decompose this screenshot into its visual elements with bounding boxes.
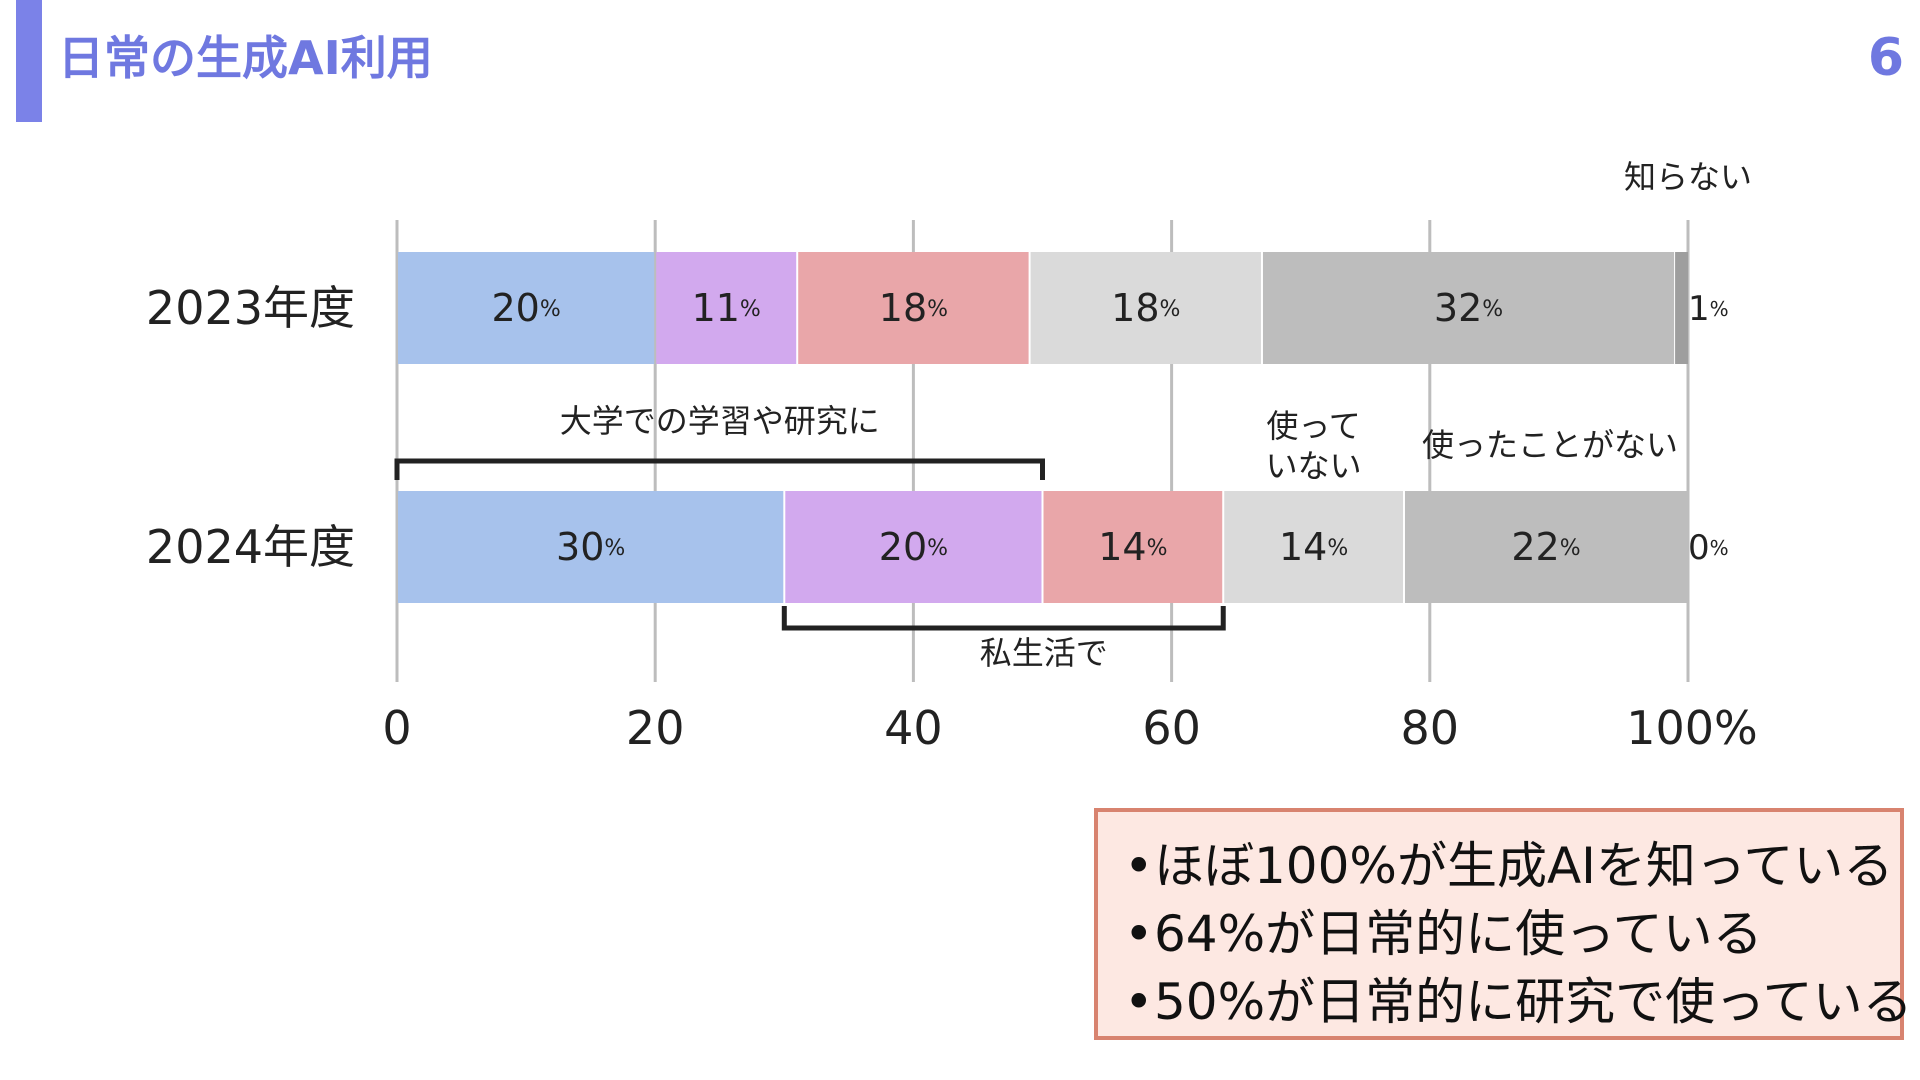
bar-segment	[1262, 252, 1675, 364]
summary-item: •64%が日常的に使っている	[1124, 900, 1900, 968]
annotation-never-used: 使ったことがない	[1422, 426, 1678, 464]
x-tick-label: 100%	[1626, 701, 1758, 755]
slide-title: 日常の生成AI利用	[58, 31, 433, 85]
category-label: 2024年度	[146, 520, 355, 574]
bar-segment	[1043, 491, 1223, 603]
annotation-not-using: いない	[1266, 447, 1362, 485]
bar-segment	[1030, 252, 1261, 364]
x-tick-label: 80	[1401, 701, 1460, 755]
summary-item-text: 50%が日常的に研究で使っている	[1154, 973, 1913, 1031]
bullet-icon: •	[1124, 837, 1154, 895]
bar-segment	[1224, 491, 1403, 603]
x-tick-label: 40	[884, 701, 943, 755]
summary-item: •50%が日常的に研究で使っている	[1124, 968, 1913, 1036]
bar-segment	[785, 491, 1042, 603]
bar-value-label: 14%	[1098, 525, 1167, 569]
bar-segment	[656, 252, 797, 364]
bar-value-label: 20%	[879, 525, 948, 569]
bracket-private	[781, 606, 1226, 631]
bar-value-label: 32%	[1434, 286, 1503, 330]
title-accent-bar	[16, 0, 42, 122]
bracket-label-university: 大学での学習や研究に	[560, 402, 880, 440]
summary-item-text: 64%が日常的に使っている	[1154, 905, 1763, 963]
bar-value-label: 0%	[1688, 528, 1729, 568]
summary-item: •ほぼ100%が生成AIを知っている	[1124, 832, 1900, 900]
bar-value-label: 20%	[491, 286, 560, 330]
annotation-not-using: 使って	[1266, 407, 1360, 445]
stacked-bar-chart: 20% 11% 18% 18% 32% 1% 2023年度 30% 20% 14% 14% 22% 0%…	[146, 158, 1758, 755]
bar-value-label: 14%	[1279, 525, 1348, 569]
x-tick-label: 60	[1142, 701, 1201, 755]
category-label: 2023年度	[146, 281, 355, 335]
bar-value-label: 18%	[1111, 286, 1180, 330]
bar-segment	[1675, 252, 1688, 364]
bar-segment	[798, 252, 1029, 364]
bracket-university	[394, 458, 1045, 480]
bar-value-label: 11%	[692, 286, 761, 330]
bracket-label-private: 私生活で	[980, 634, 1108, 672]
x-tick-label: 0	[382, 701, 411, 755]
summary-item-text: ほぼ100%が生成AIを知っている	[1154, 837, 1894, 895]
bar-segment	[398, 252, 655, 364]
bar-value-label: 18%	[879, 286, 948, 330]
x-tick-label: 20	[626, 701, 685, 755]
summary-box: •ほぼ100%が生成AIを知っている •64%が日常的に使っている •50%が日…	[1094, 808, 1913, 1040]
annotation-unknown: 知らない	[1624, 158, 1752, 196]
bar-segment	[398, 491, 784, 603]
bullet-icon: •	[1124, 973, 1154, 1031]
bar-value-label: 30%	[556, 525, 625, 569]
bar-value-label: 22%	[1511, 525, 1580, 569]
bullet-icon: •	[1124, 905, 1154, 963]
bar-value-label: 1%	[1688, 289, 1729, 329]
page-number: 6	[1867, 28, 1904, 88]
bar-segment	[1404, 491, 1687, 603]
